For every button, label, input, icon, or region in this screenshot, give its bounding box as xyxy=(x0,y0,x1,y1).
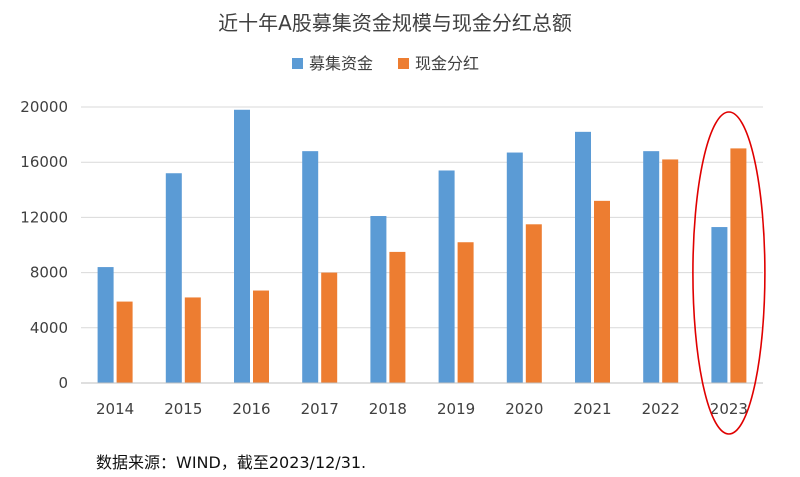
bar-dividends-2015 xyxy=(184,297,201,383)
y-tick-label: 16000 xyxy=(20,153,68,171)
bar-fundraising-2014 xyxy=(97,267,114,383)
bar-dividends-2017 xyxy=(321,272,338,383)
legend-label-dividends: 现金分红 xyxy=(415,54,479,73)
bar-fundraising-2021 xyxy=(575,131,591,383)
x-tick-label: 2019 xyxy=(437,400,475,418)
y-axis-tick-labels: 0 4000 8000 12000 16000 20000 xyxy=(20,98,68,392)
x-tick-label: 2023 xyxy=(710,400,748,418)
bar-dividends-2022 xyxy=(662,159,679,383)
bar-fundraising-2020 xyxy=(506,152,523,383)
gridlines xyxy=(81,106,763,329)
bar-fundraising-2015 xyxy=(165,173,182,383)
bar-fundraising-2017 xyxy=(302,151,319,383)
bar-fundraising-2023 xyxy=(711,227,728,383)
bars xyxy=(97,109,747,383)
x-tick-label: 2018 xyxy=(369,400,407,418)
y-tick-label: 8000 xyxy=(30,264,68,282)
source-note: 数据来源：WIND，截至2023/12/31. xyxy=(96,453,366,472)
x-tick-label: 2021 xyxy=(573,400,611,418)
y-tick-label: 12000 xyxy=(20,208,68,226)
highlight-ellipse-2023 xyxy=(692,111,766,435)
bar-dividends-2021 xyxy=(594,200,610,383)
x-tick-label: 2022 xyxy=(642,400,680,418)
x-tick-label: 2017 xyxy=(301,400,339,418)
x-axis-tick-labels: 2014 2015 2016 2017 2018 2019 2020 2021 2022 2023 xyxy=(96,400,748,418)
y-tick-label: 0 xyxy=(58,374,68,392)
x-tick-label: 2016 xyxy=(232,400,270,418)
bar-dividends-2023 xyxy=(730,148,747,383)
legend-swatch-dividends xyxy=(398,58,409,69)
legend-swatch-fundraising xyxy=(292,58,303,69)
x-tick-label: 2014 xyxy=(96,400,134,418)
bar-fundraising-2016 xyxy=(234,109,250,383)
chart-title: 近十年A股募集资金规模与现金分红总额 xyxy=(218,11,572,35)
y-tick-label: 4000 xyxy=(30,319,68,337)
bar-fundraising-2019 xyxy=(438,170,455,383)
legend-label-fundraising: 募集资金 xyxy=(309,54,373,73)
x-tick-label: 2015 xyxy=(164,400,202,418)
bar-dividends-2016 xyxy=(253,290,269,383)
bar-dividends-2020 xyxy=(525,224,542,383)
legend: 募集资金 现金分红 xyxy=(292,54,479,73)
x-tick-label: 2020 xyxy=(505,400,543,418)
bar-dividends-2014 xyxy=(116,301,133,383)
bar-fundraising-2018 xyxy=(370,216,387,383)
bar-dividends-2018 xyxy=(389,251,406,383)
y-tick-label: 20000 xyxy=(20,98,68,116)
bar-fundraising-2022 xyxy=(643,151,660,383)
bar-dividends-2019 xyxy=(457,242,474,383)
